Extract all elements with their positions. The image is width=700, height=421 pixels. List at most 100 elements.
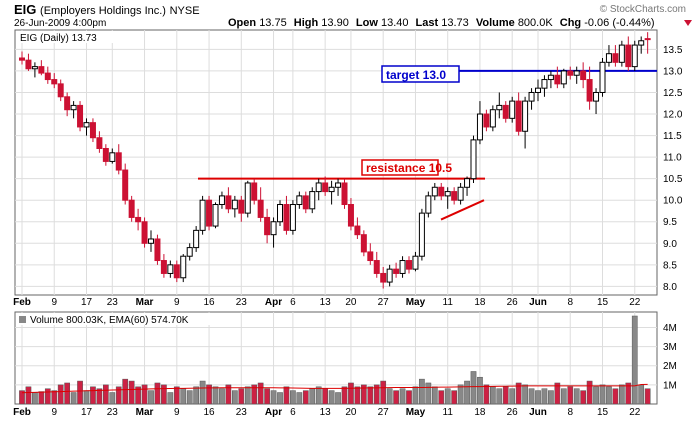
target-label-box xyxy=(381,65,460,83)
volume-tick-label: 3M xyxy=(663,342,677,353)
volume-bar xyxy=(51,390,58,405)
volume-bar xyxy=(464,380,470,405)
volume-bar xyxy=(354,386,361,405)
volume-bar xyxy=(70,392,77,405)
volume-bar xyxy=(412,386,419,405)
volume-bar xyxy=(451,390,457,405)
candle xyxy=(586,79,593,102)
price-tick-label: 12.5 xyxy=(663,88,683,99)
candle xyxy=(31,66,38,70)
candle xyxy=(141,221,148,244)
volume-bar xyxy=(599,384,606,405)
candle xyxy=(399,260,406,274)
volume-bar xyxy=(631,315,638,405)
candle xyxy=(212,204,219,227)
volume-bar xyxy=(586,380,593,405)
volume-bar xyxy=(419,378,425,405)
volume-bar xyxy=(502,386,509,405)
volume-bar xyxy=(64,382,71,405)
volume-bar xyxy=(186,390,193,405)
price-tick-label: 11.5 xyxy=(663,131,682,142)
volume-bar xyxy=(341,386,348,405)
volume-bar xyxy=(554,382,561,405)
candle xyxy=(464,178,471,188)
volume-bar xyxy=(406,390,412,405)
candle xyxy=(57,83,64,98)
volume-bar xyxy=(548,390,554,405)
candle xyxy=(618,44,625,63)
volume-bar xyxy=(393,390,399,405)
candle xyxy=(489,109,496,128)
candle xyxy=(367,251,374,262)
date-tick-label: Mar xyxy=(136,297,154,308)
date-tick-label: 23 xyxy=(236,297,248,308)
volume-bar xyxy=(431,386,438,405)
candle xyxy=(502,104,509,119)
date-tick-label: 22 xyxy=(629,297,641,308)
candle xyxy=(547,74,554,81)
price-tick-label: 10.5 xyxy=(663,174,683,185)
candle xyxy=(70,104,77,111)
date-tick-label: 17 xyxy=(81,407,93,418)
candle xyxy=(83,122,90,128)
candle xyxy=(186,247,193,257)
volume-bar xyxy=(77,380,83,405)
volume-bar xyxy=(161,384,167,405)
date-tick-label: 6 xyxy=(290,297,296,308)
volume-bar xyxy=(535,390,541,405)
candle xyxy=(244,182,251,214)
candle xyxy=(631,44,638,68)
volume-bar xyxy=(32,392,38,405)
volume-bar xyxy=(367,386,374,405)
candle xyxy=(328,186,335,193)
volume-bar xyxy=(328,390,335,405)
candle xyxy=(483,113,490,128)
price-tick-label: 12.0 xyxy=(663,110,683,121)
candle xyxy=(638,40,645,46)
volume-bar xyxy=(277,392,283,405)
volume-bar xyxy=(270,390,277,405)
candle xyxy=(451,191,458,201)
volume-bar xyxy=(619,384,625,405)
candle xyxy=(225,195,232,210)
volume-bar xyxy=(244,386,251,405)
date-tick-label: 27 xyxy=(378,297,390,308)
candle xyxy=(444,191,451,197)
date-tick-label: Mar xyxy=(136,407,154,418)
candle xyxy=(535,87,541,93)
candle xyxy=(115,152,122,171)
quote-date: 26-Jun-2009 4:00pm xyxy=(14,18,106,29)
volume-bar xyxy=(373,384,380,405)
candle xyxy=(289,204,296,231)
volume-bar xyxy=(122,378,129,405)
candle xyxy=(393,268,400,274)
candle xyxy=(309,191,316,210)
volume-bar xyxy=(593,386,599,405)
volume-bar xyxy=(38,391,45,405)
volume-bar xyxy=(438,390,445,405)
volume-bar xyxy=(238,388,245,405)
date-tick-label: 9 xyxy=(174,297,180,308)
candle xyxy=(476,113,483,141)
candle xyxy=(347,204,354,227)
candle xyxy=(64,96,71,111)
candle xyxy=(335,182,342,188)
candle xyxy=(573,70,580,76)
candle xyxy=(25,59,32,70)
volume-bar xyxy=(290,390,296,405)
volume-bar xyxy=(206,384,212,405)
volume-bar xyxy=(103,384,109,405)
date-tick-label: 18 xyxy=(474,407,486,418)
resistance-label-box xyxy=(361,159,439,176)
candle xyxy=(380,272,387,283)
candle xyxy=(341,182,348,206)
candle xyxy=(528,91,535,102)
volume-bar xyxy=(135,386,141,405)
volume-legend-swatch xyxy=(19,316,26,323)
volume-bar xyxy=(199,380,206,405)
volume-bar xyxy=(251,384,258,405)
volume-tick-label: 4M xyxy=(663,323,677,334)
volume-bar xyxy=(567,386,574,405)
candle xyxy=(173,264,180,279)
candle xyxy=(567,70,574,76)
